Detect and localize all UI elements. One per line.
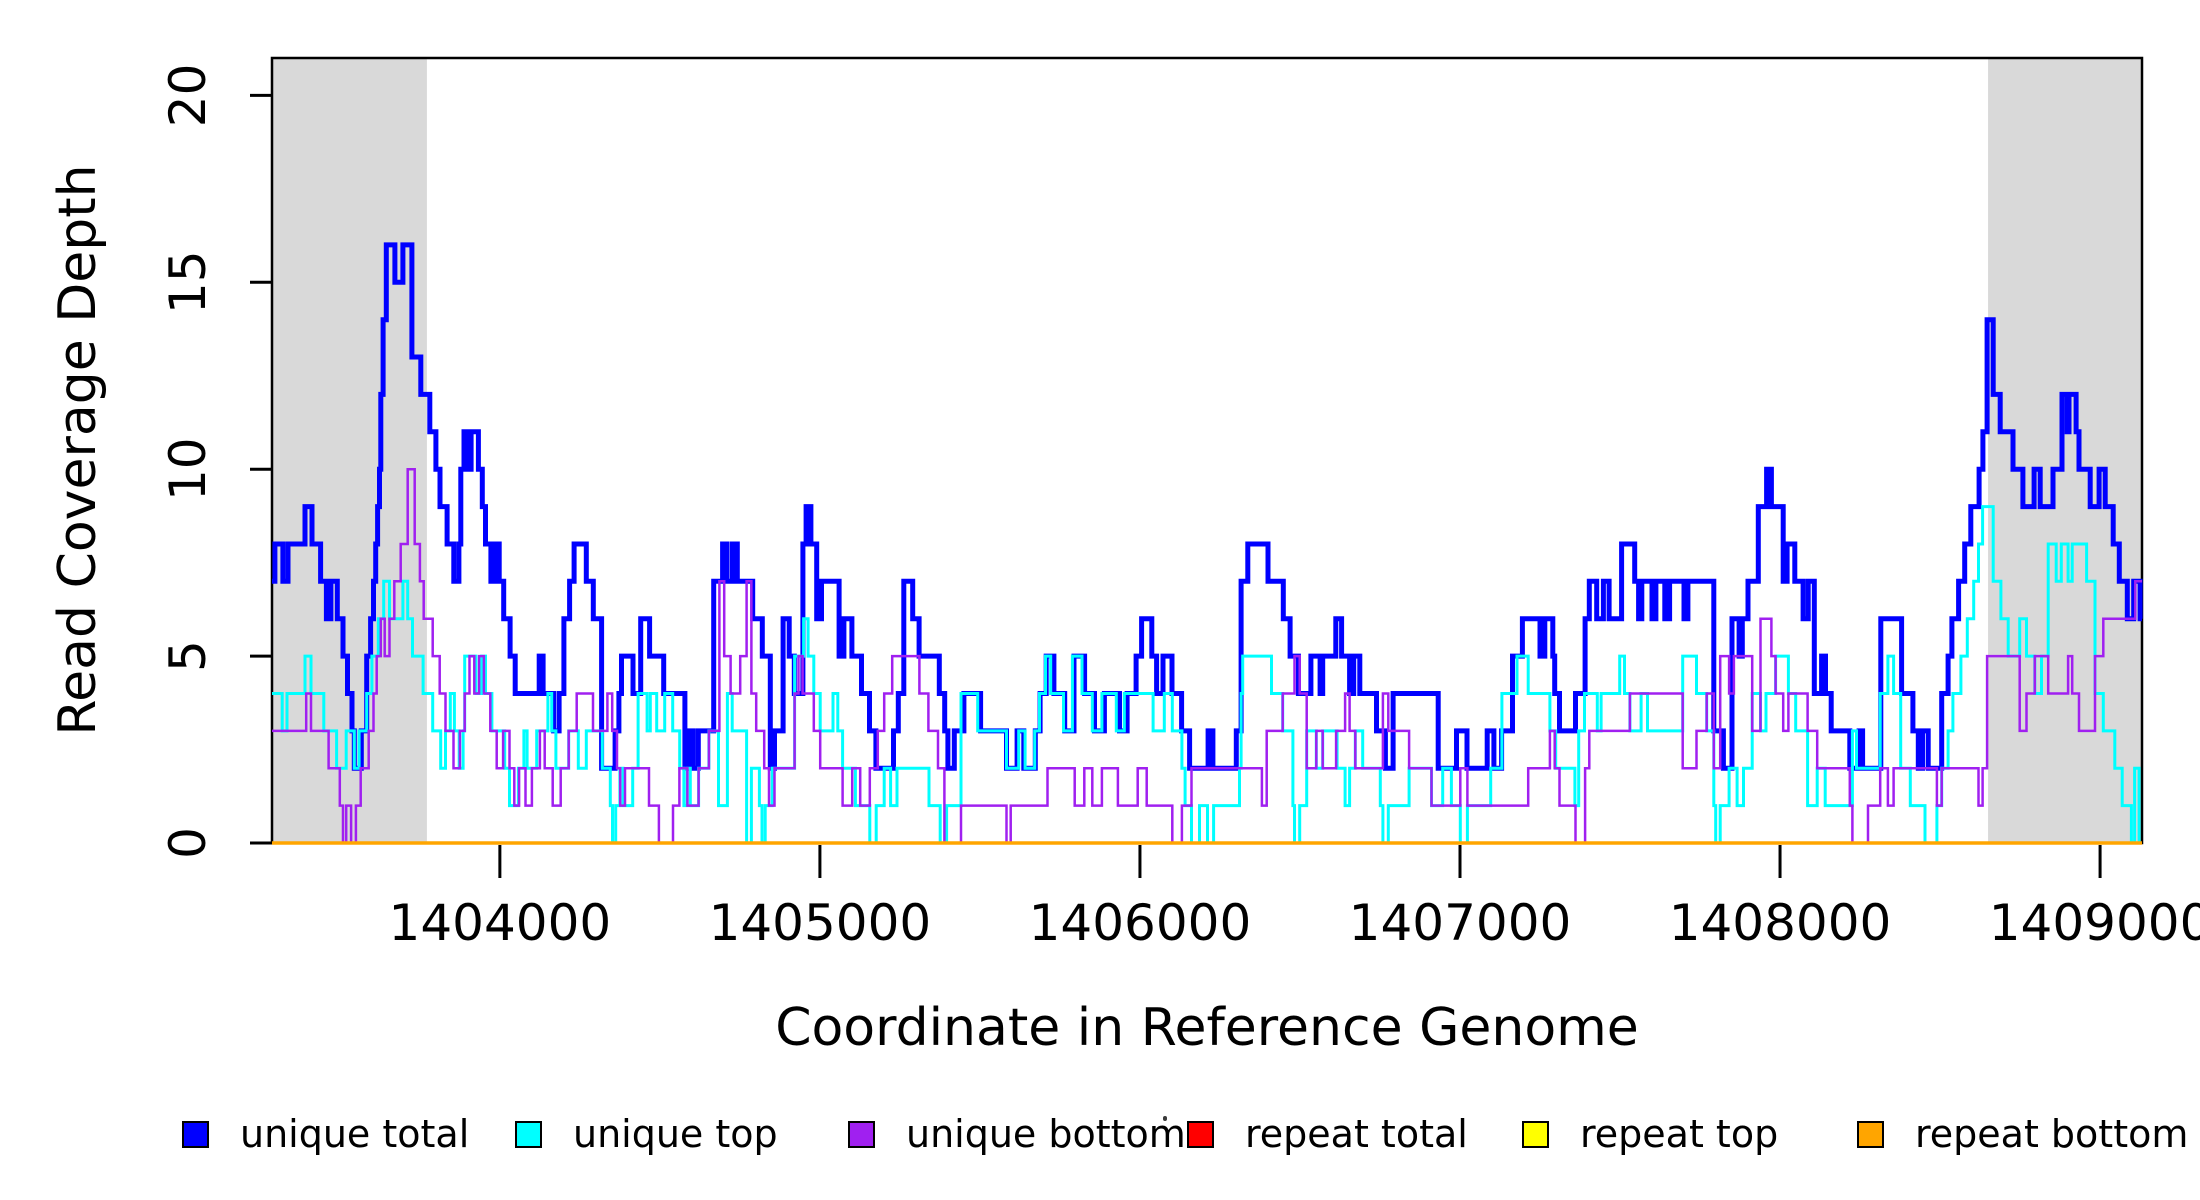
legend-label: repeat total xyxy=(1245,1112,1468,1156)
legend-swatch-unique-bottom xyxy=(848,1120,875,1148)
legend-swatch-repeat-bottom xyxy=(1857,1120,1884,1148)
y-tick-label: 15 xyxy=(159,250,217,314)
x-axis-title: Coordinate in Reference Genome xyxy=(775,998,1639,1058)
legend-label: unique bottom xyxy=(906,1112,1186,1156)
x-tick-label: 1408000 xyxy=(1669,894,1892,952)
y-axis: 0 5 10 15 20 xyxy=(159,64,272,859)
stray-mark xyxy=(1163,1116,1167,1121)
series-unique-total xyxy=(272,242,2143,771)
legend-swatch-unique-top xyxy=(515,1120,542,1148)
legend-item-unique-total: unique total xyxy=(182,1112,470,1156)
x-tick-label: 1409000 xyxy=(1989,894,2200,952)
legend-item-repeat-total: repeat total xyxy=(1187,1112,1468,1156)
legend-swatch-repeat-top xyxy=(1522,1120,1549,1148)
legend-label: repeat bottom xyxy=(1915,1112,2189,1156)
y-tick-label: 10 xyxy=(159,437,217,501)
legend-label: repeat top xyxy=(1580,1112,1779,1156)
legend-item-repeat-bottom: repeat bottom xyxy=(1857,1112,2189,1156)
series-lines xyxy=(272,242,2143,845)
legend-label: unique top xyxy=(573,1112,778,1156)
y-tick-label: 0 xyxy=(159,827,217,859)
legend-label: unique total xyxy=(240,1112,470,1156)
series-unique-top xyxy=(272,505,2142,845)
legend-swatch-repeat-total xyxy=(1187,1120,1214,1148)
shaded-region xyxy=(272,57,427,844)
y-axis-title: Read Coverage Depth xyxy=(48,164,108,735)
x-tick-label: 1407000 xyxy=(1349,894,1572,952)
shaded-regions xyxy=(272,57,2142,844)
y-tick-label: 20 xyxy=(159,64,217,128)
series-unique-bottom xyxy=(272,467,2142,845)
legend-item-repeat-top: repeat top xyxy=(1522,1112,1779,1156)
x-tick-label: 1404000 xyxy=(389,894,612,952)
legend-item-unique-bottom: unique bottom xyxy=(848,1112,1186,1156)
legend-swatch-unique-total xyxy=(182,1120,209,1148)
x-tick-label: 1406000 xyxy=(1029,894,1252,952)
legend-item-unique-top: unique top xyxy=(515,1112,778,1156)
y-tick-label: 5 xyxy=(159,640,217,672)
x-axis: 1404000 1405000 1406000 1407000 1408000 14090… xyxy=(389,845,2200,952)
x-tick-label: 1405000 xyxy=(709,894,932,952)
